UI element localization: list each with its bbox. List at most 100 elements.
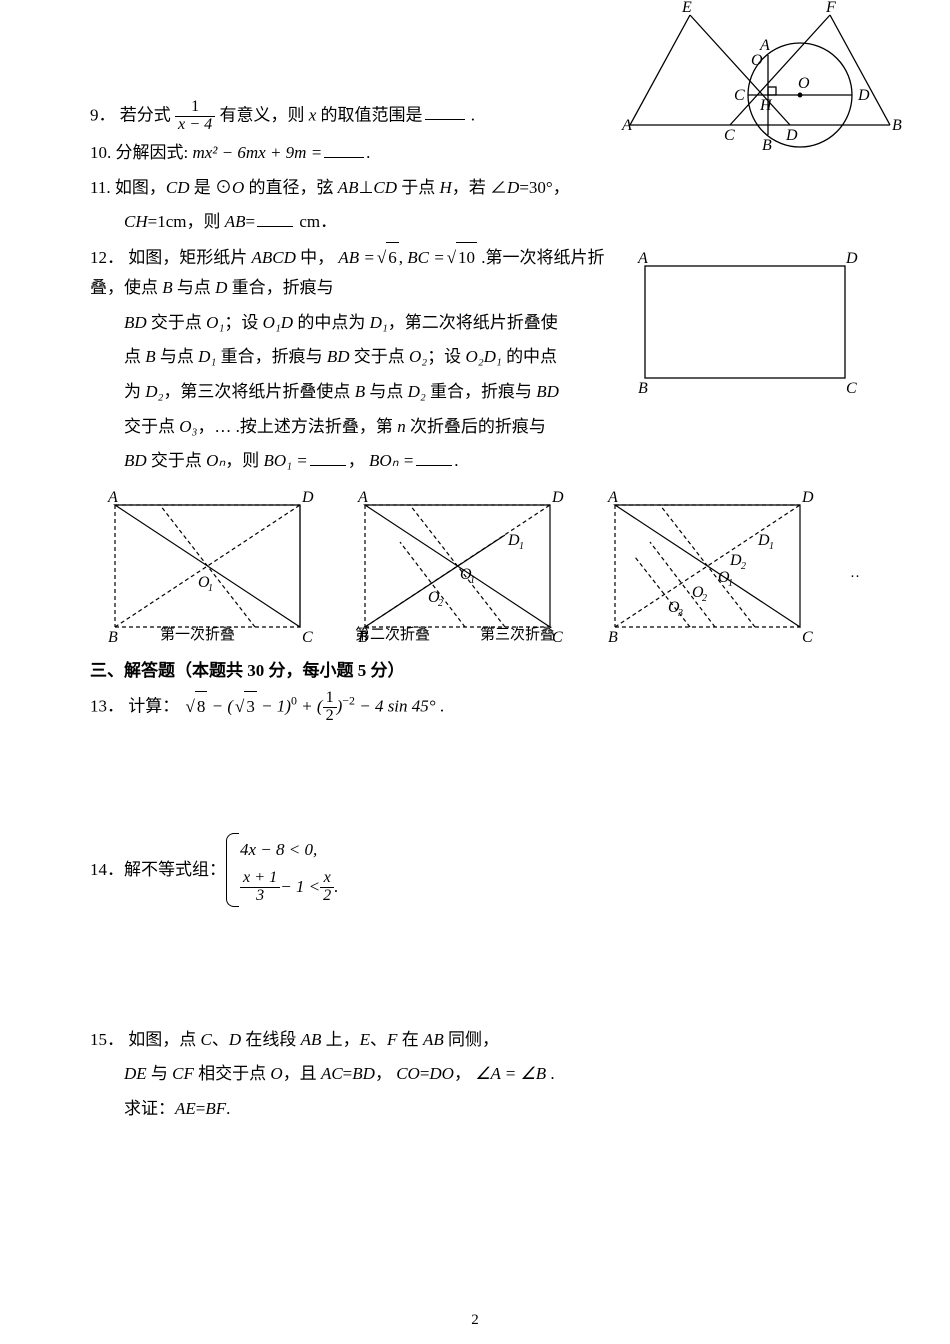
q12-l3e: ；设 bbox=[427, 347, 465, 366]
q15-eq3: = bbox=[196, 1099, 206, 1118]
q11-unit: cm． bbox=[295, 212, 337, 231]
q15-AC: AC bbox=[321, 1064, 343, 1083]
q12-l2c: ；设 bbox=[224, 313, 262, 332]
q12-BD: BD bbox=[124, 313, 147, 332]
q15-eq2: = bbox=[420, 1064, 430, 1083]
q12-Dp2: D₂ bbox=[145, 382, 163, 401]
q12-BOn: BOₙ = bbox=[369, 451, 414, 470]
svg-text:1: 1 bbox=[769, 541, 774, 552]
q12-l3b: 与点 bbox=[156, 347, 199, 366]
svg-text:D: D bbox=[301, 489, 314, 506]
q12-l3a: 点 bbox=[124, 347, 145, 366]
fold-dots: … bbox=[850, 565, 860, 581]
q12-l4d: 重合，折痕与 bbox=[426, 382, 537, 401]
q14-r2den: 3 bbox=[240, 888, 280, 905]
q15-D: D bbox=[229, 1030, 241, 1049]
q11-f: =30°， bbox=[519, 178, 569, 197]
q12-l2b: 交于点 bbox=[147, 313, 207, 332]
q12-BD4: BD bbox=[536, 382, 559, 401]
q12-fold-strip: AD BC O1 第一次折叠 AD BC O1 O2 D1 第二次折叠 第三次折… bbox=[90, 487, 860, 652]
q12: A D B C 12． 如图，矩形纸片 ABCD 中， AB =6, BC =1… bbox=[90, 242, 860, 481]
q11-num: 11. bbox=[90, 178, 115, 197]
q9-pre: 若分式 bbox=[120, 105, 175, 124]
q15-l2f: ， bbox=[454, 1064, 471, 1083]
q13-post: . bbox=[440, 697, 444, 716]
q11-line2: CH=1cm，则 AB= cm． bbox=[90, 207, 860, 238]
q13-num: 13． bbox=[90, 697, 124, 716]
q9-frac-den: x − 4 bbox=[175, 117, 215, 134]
q14-r2cnum: x bbox=[320, 870, 334, 888]
q12-O2D1: O₂D₁ bbox=[465, 347, 501, 366]
svg-text:D: D bbox=[801, 489, 814, 506]
q14-pre: 解不等式组： bbox=[124, 855, 226, 886]
q15-num: 15． bbox=[90, 1030, 124, 1049]
q14-num: 14． bbox=[90, 855, 124, 886]
q11-Dang: D bbox=[507, 178, 519, 197]
q15-AB2: AB bbox=[423, 1030, 444, 1049]
q11-cd2: CD bbox=[373, 178, 397, 197]
q12-l5b: ，… .按上述方法折叠，第 bbox=[197, 417, 397, 436]
q12-l1a: 如图，矩形纸片 bbox=[128, 248, 251, 267]
q15-l1g: 同侧， bbox=[444, 1030, 499, 1049]
q9-blank bbox=[425, 101, 465, 121]
q15-l1f: 在 bbox=[397, 1030, 423, 1049]
q11-e: ，若 ∠ bbox=[452, 178, 507, 197]
lbl-D11: D bbox=[857, 87, 870, 104]
q10-expr: mx² − 6mx + 9m = bbox=[192, 143, 322, 162]
q11-d: 于点 bbox=[397, 178, 440, 197]
q15-l3end: . bbox=[226, 1099, 230, 1118]
q12-comma: ， bbox=[348, 451, 365, 470]
q15-F: F bbox=[387, 1030, 397, 1049]
svg-text:1: 1 bbox=[519, 541, 524, 552]
q15-l2c: 相交于点 bbox=[194, 1064, 271, 1083]
q11-ab2: AB bbox=[225, 212, 246, 231]
svg-text:1: 1 bbox=[728, 578, 733, 589]
sqrt3: 3 bbox=[233, 691, 257, 723]
q15-l1e: 、 bbox=[370, 1030, 387, 1049]
q15-l2e: ， bbox=[375, 1064, 392, 1083]
q12-l4a: 为 bbox=[124, 382, 145, 401]
q12-ABCD: ABCD bbox=[252, 248, 296, 267]
q12-l2d: 的中点为 bbox=[293, 313, 370, 332]
svg-text:A: A bbox=[607, 489, 618, 506]
figure-q11-q15: E F A C D B O A C D B O H bbox=[620, 0, 910, 165]
sqrt8: 8 bbox=[184, 691, 208, 723]
q10-num: 10. bbox=[90, 143, 116, 162]
q12-B3: B bbox=[145, 347, 155, 366]
q11-a: 如图， bbox=[115, 178, 166, 197]
q12-num: 12． bbox=[90, 248, 124, 267]
q12-B4: B bbox=[355, 382, 365, 401]
q12-rect-fig: A D B C bbox=[630, 248, 860, 398]
q15: 15． 如图，点 C、D 在线段 AB 上，E、F 在 AB 同侧， DE 与 … bbox=[90, 1025, 860, 1125]
q14-r2mid: − 1 < bbox=[280, 872, 320, 903]
svg-text:A: A bbox=[107, 489, 118, 506]
q11-line1: 11. 如图，CD 是 ⊙O 的直径，弦 AB⊥CD 于点 H，若 ∠D=30°… bbox=[90, 173, 860, 204]
q9-frac-num: 1 bbox=[175, 99, 215, 117]
svg-text:A: A bbox=[357, 489, 368, 506]
svg-text:3: 3 bbox=[677, 608, 683, 619]
q15-l1b: 、 bbox=[212, 1030, 229, 1049]
q12-Dp1b: D₁ bbox=[198, 347, 216, 366]
q12-period: . bbox=[454, 451, 458, 470]
q12-O1: O₁ bbox=[206, 313, 224, 332]
q11-blank bbox=[257, 207, 293, 227]
q13-pre: 计算： bbox=[128, 697, 179, 716]
lbl-E: E bbox=[681, 0, 692, 16]
q15-DO: DO bbox=[429, 1064, 454, 1083]
q9-frac: 1 x − 4 bbox=[175, 99, 215, 134]
lbl-D15b: D bbox=[785, 127, 798, 144]
q12-blank1 bbox=[310, 447, 346, 467]
q12-l5c: 次折叠后的折痕与 bbox=[406, 417, 546, 436]
q10-pre: 分解因式: bbox=[116, 143, 193, 162]
section-3-heading: 三、解答题（本题共 30 分，每小题 5 分） bbox=[90, 656, 860, 687]
q12-l2e: ，第二次将纸片折叠使 bbox=[388, 313, 558, 332]
q13: 13． 计算： 8 − (3 − 1)0 + (12)−2 − 4 sin 45… bbox=[90, 690, 860, 725]
q11-perp: ⊥ bbox=[359, 178, 374, 197]
lbl-F: F bbox=[825, 0, 836, 16]
q15-E: E bbox=[360, 1030, 370, 1049]
lbl-A15: A bbox=[621, 117, 632, 134]
svg-text:C: C bbox=[802, 629, 813, 646]
svg-text:2: 2 bbox=[741, 561, 746, 572]
svg-text:D: D bbox=[551, 489, 564, 506]
q15-l1c: 在线段 bbox=[241, 1030, 301, 1049]
